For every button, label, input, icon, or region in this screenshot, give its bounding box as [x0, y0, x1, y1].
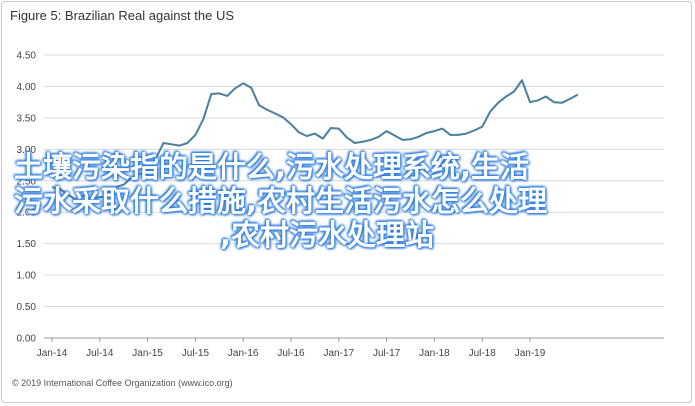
x-tick-label: Jul-17	[373, 348, 401, 359]
y-tick-label: 1.50	[17, 239, 37, 250]
y-tick-label: 3.50	[17, 113, 37, 124]
overlay-line-2: 污水采取什么措施,农村生活污水怎么处理	[14, 184, 548, 218]
x-tick-label: Jul-14	[86, 348, 114, 359]
chart-title: Figure 5: Brazilian Real against the US	[10, 8, 235, 23]
y-tick-label: 4.00	[17, 82, 37, 93]
x-tick-label: Jan-19	[515, 348, 546, 359]
x-tick-label: Jan-16	[228, 348, 259, 359]
overlay-line-3: ,农村污水处理站	[220, 218, 435, 252]
y-tick-label: 0.50	[17, 302, 37, 313]
x-tick-label: Jul-15	[182, 348, 210, 359]
y-tick-label: 3.00	[17, 145, 37, 156]
x-tick-label: Jul-18	[469, 348, 497, 359]
x-tick-label: Jan-15	[132, 348, 163, 359]
y-tick-label: 2.50	[17, 176, 37, 187]
y-tick-label: 2.00	[17, 208, 37, 219]
y-tick-label: 4.50	[17, 51, 37, 62]
x-tick-label: Jul-16	[277, 348, 305, 359]
y-tick-label: 1.00	[17, 271, 37, 282]
x-tick-label: Jan-14	[37, 348, 68, 359]
y-tick-label: 0.00	[17, 334, 37, 345]
x-tick-label: Jan-18	[419, 348, 450, 359]
overlay-line-1: 土壤污染指的是什么,污水处理系统,生活	[14, 150, 530, 184]
watermark-overlay-text: 土壤污染指的是什么,污水处理系统,生活 污水采取什么措施,农村生活污水怎么处理 …	[14, 150, 674, 252]
x-tick-label: Jan-17	[324, 348, 355, 359]
copyright-text: © 2019 International Coffee Organization…	[12, 378, 233, 388]
